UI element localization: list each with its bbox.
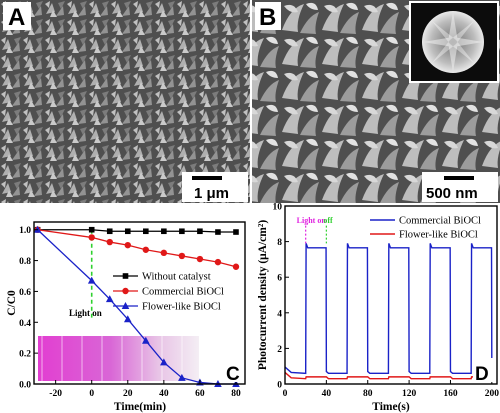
chart-d-ylabel: Photocurrent density (μA/cm²) (257, 220, 269, 370)
scale-bar-b (444, 176, 474, 180)
panel-a: A 1 μm (0, 0, 250, 203)
chart-c-point (161, 228, 167, 235)
chart-c-legend-marker (122, 273, 129, 279)
chart-c-point (160, 358, 168, 366)
sem-image-a-shade (0, 0, 250, 203)
chart-c-ytick-label: 0.2 (19, 350, 31, 360)
chart-d-ytick-label: 10 (273, 203, 283, 213)
panel-a-letter: A (8, 4, 25, 31)
vial-photo (38, 336, 199, 381)
chart-c-point (233, 229, 239, 235)
panel-d-letter: D (475, 364, 489, 385)
chart-c-xtick-label: 0 (89, 389, 94, 399)
chart-c-series-line (37, 229, 236, 385)
scale-bar-a (192, 176, 222, 180)
chart-d-xtick-label: 120 (402, 389, 417, 399)
chart-c-legend-marker (122, 287, 129, 295)
chart-c-point (142, 246, 150, 253)
chart-c-xtick-label: 20 (123, 389, 133, 399)
chart-c-point (178, 373, 186, 381)
chart-c-ytick-label: 0.0 (19, 381, 31, 391)
scale-bar-a-label: 1 μm (194, 185, 229, 202)
chart-d-xtick-label: 160 (443, 389, 458, 399)
chart-d-light-on-label: Light on (297, 216, 327, 225)
chart-d-legend-label: Flower-like BiOCl (399, 230, 478, 241)
chart-d-xtick-label: 40 (322, 389, 332, 399)
chart-c-ytick-label: 0.4 (19, 319, 31, 329)
chart-c-ytick-label: 0.6 (19, 288, 31, 298)
chart-d-ytick-label: 4 (277, 309, 282, 319)
chart-c-point (142, 336, 150, 344)
chart-c-point (88, 226, 95, 233)
chart-d-light-off-label: off (323, 216, 333, 225)
chart-c-ytick-label: 0.8 (19, 257, 31, 267)
panel-b-label-box (255, 2, 281, 30)
chart-c-point (232, 263, 240, 270)
scale-bar-b-label: 500 nm (426, 185, 478, 202)
sem-image-a (0, 0, 250, 203)
chart-d-frame (284, 205, 498, 385)
chart-d-xtick-label: 0 (283, 389, 288, 399)
chart-c-ylabel: C/C0 (6, 290, 18, 316)
chart-c-legend-label: Without catalyst (142, 272, 211, 283)
chart-d-ytick-label: 2 (277, 345, 282, 355)
chart-c-point (106, 228, 113, 235)
chart-c-legend-label: Commercial BiOCl (142, 287, 224, 298)
chart-d-xlabel: Time(s) (372, 401, 410, 413)
chart-c-point (124, 241, 131, 249)
chart-c-series-line (37, 229, 236, 233)
chart-d-legend: Commercial BiOCl Flower-like BiOCl (370, 216, 481, 241)
chart-d-ytick-label: 0 (277, 381, 282, 391)
chart-c-point (215, 229, 221, 235)
panel-b: B 500 nm (252, 0, 500, 203)
chart-d-xtick-label: 80 (363, 389, 373, 399)
chart-c-xlabel: Time(min) (114, 401, 166, 413)
chart-c-xtick-label: 60 (195, 389, 205, 399)
chart-c-point (124, 228, 131, 235)
chart-d-ytick-label: 6 (277, 274, 282, 284)
inset-flower (409, 1, 499, 83)
chart-c-point (105, 295, 114, 303)
chart-c-point (88, 234, 95, 241)
chart-c-point (196, 255, 204, 263)
chart-c-point (143, 228, 149, 235)
chart-c-point (179, 228, 185, 235)
chart-c-ytick-label: 1.0 (19, 226, 31, 236)
chart-c-point (160, 249, 168, 257)
chart-d-xtick-label: 200 (485, 389, 500, 399)
chart-c-point (123, 315, 132, 323)
panel-d-label-box (473, 358, 495, 382)
chart-c-legend: Without catalyst Commercial BiOCl Flower-l… (113, 272, 224, 313)
chart-c-legend-marker (121, 302, 130, 309)
chart-c-xtick-label: 40 (159, 389, 169, 399)
chart-d-series-line (284, 371, 495, 380)
panel-a-label-box (3, 2, 31, 30)
chart-c-frame (33, 221, 246, 385)
chart-c-series-line (37, 229, 237, 268)
chart-d-legend-label: Commercial BiOCl (399, 216, 481, 227)
chart-d-ytick-label: 8 (277, 238, 282, 248)
panel-c-letter: C (226, 364, 240, 385)
chart-c-point (87, 276, 96, 284)
chart-c-light-on: Light on (69, 308, 102, 318)
chart-c-point (214, 258, 222, 266)
chart-c-xtick-label: -20 (49, 389, 62, 399)
chart-c-legend-label: Flower-like BiOCl (142, 302, 221, 313)
panel-c-label-box (222, 358, 244, 382)
chart-c-point (178, 252, 186, 260)
panel-b-letter: B (259, 4, 276, 31)
chart-c-point (197, 228, 203, 235)
chart-c-xtick-label: 80 (231, 389, 241, 399)
chart-d-series-line (284, 243, 495, 375)
chart-c-point (106, 238, 113, 246)
chart-c: -20 0 20 40 60 80 0.0 0.2 0.4 0.6 0.8 1.0 C/C0 Time… (6, 221, 246, 413)
